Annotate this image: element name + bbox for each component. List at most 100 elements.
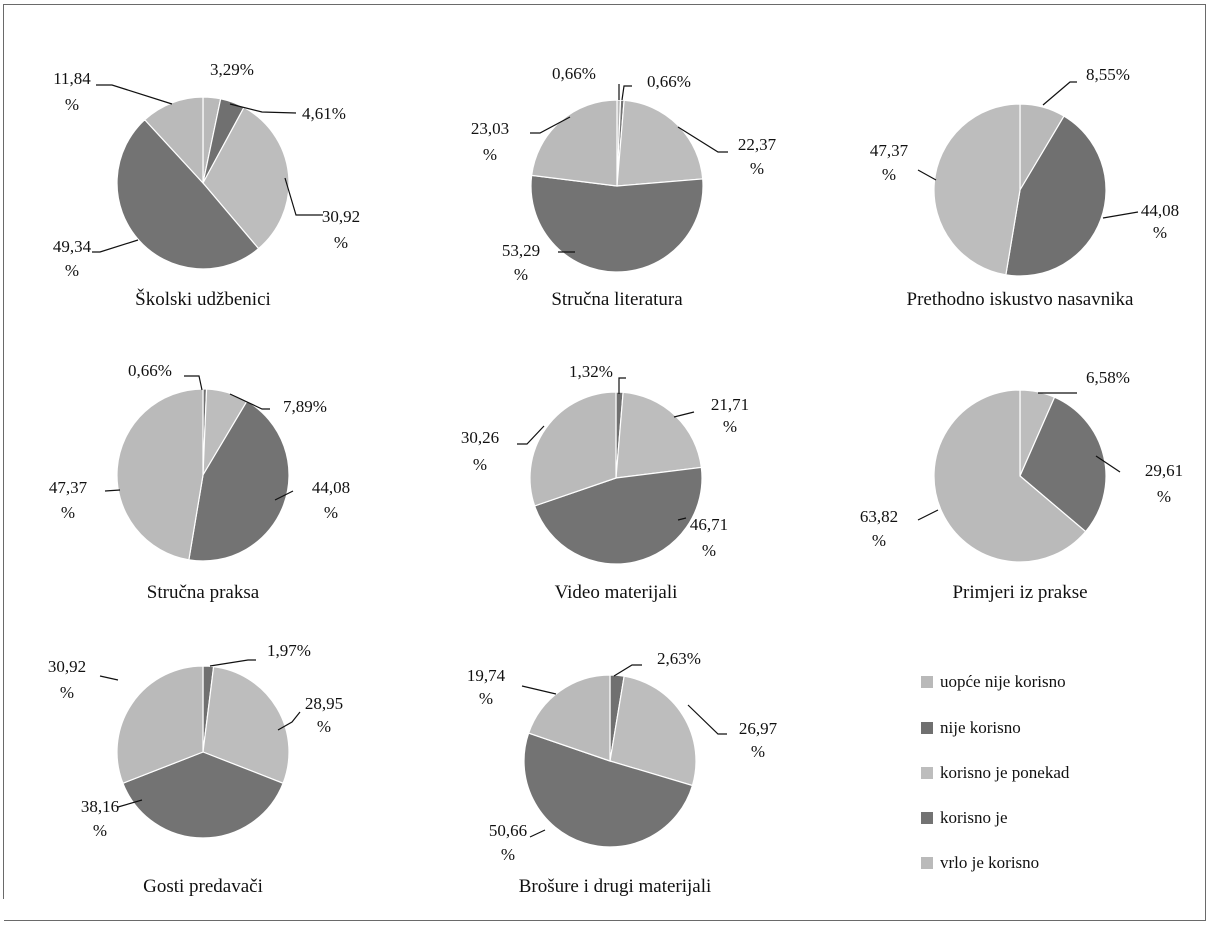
data-label-unit: % xyxy=(702,541,716,560)
data-label: 19,74 xyxy=(467,666,506,685)
legend-swatch xyxy=(921,812,933,824)
data-label: 49,34 xyxy=(53,237,92,256)
chart-title: Školski udžbenici xyxy=(135,288,271,310)
chart-title: Gosti predavači xyxy=(143,876,263,897)
data-label: 26,97 xyxy=(739,719,778,738)
chart-title: Brošure i drugi materijali xyxy=(519,876,712,897)
data-label-unit: % xyxy=(473,455,487,474)
data-label-unit: % xyxy=(723,417,737,436)
legend-swatch xyxy=(921,767,933,779)
data-label: 6,58% xyxy=(1086,368,1130,387)
legend-swatch xyxy=(921,857,933,869)
leader-line xyxy=(1043,82,1077,105)
pie-slice-vrlo-je-korisno xyxy=(117,389,203,560)
pie-slice-korisno-je xyxy=(531,175,703,272)
pie-skolski-udzbenici: 3,29% 4,61% 30,92% 49,34% 11,84% Školski udžb… xyxy=(53,60,360,310)
data-label-unit: % xyxy=(60,683,74,702)
chart-title: Stručna praksa xyxy=(147,582,260,603)
data-label: 1,97% xyxy=(267,641,311,660)
legend-label: nije korisno xyxy=(940,718,1021,737)
data-label-unit: % xyxy=(479,689,493,708)
data-label: 2,63% xyxy=(657,649,701,668)
pie-slice-korisno-je-ponekad xyxy=(934,104,1020,275)
data-label: 21,71 xyxy=(711,395,749,414)
data-label: 30,92 xyxy=(322,207,360,226)
data-label-unit: % xyxy=(501,845,515,864)
data-label-unit: % xyxy=(317,717,331,736)
data-label: 30,92 xyxy=(48,657,86,676)
data-label: 44,08 xyxy=(1141,201,1179,220)
pie-gosti-predavaci: 1,97% 28,95% 38,16% 30,92% Gosti predavači xyxy=(48,641,343,897)
data-label: 63,82 xyxy=(860,507,898,526)
data-label-unit: % xyxy=(514,265,528,284)
chart-title: Prethodno iskustvo nasavnika xyxy=(907,289,1134,310)
chart-title: Video materijali xyxy=(555,582,678,603)
data-label: 8,55% xyxy=(1086,65,1130,84)
leader-line xyxy=(688,705,727,734)
data-label: 0,66% xyxy=(128,361,172,380)
pie-brosure-i-drugi-materijali: 2,63%26,97%50,66%19,74%Brošure i drugi m… xyxy=(467,649,778,897)
legend-label: vrlo je korisno xyxy=(940,853,1039,872)
data-label-unit: % xyxy=(483,145,497,164)
data-label: 22,37 xyxy=(738,135,777,154)
data-label: 47,37 xyxy=(49,478,88,497)
leader-line xyxy=(285,178,323,215)
leader-line xyxy=(622,86,632,100)
leader-line xyxy=(674,412,694,417)
data-label: 46,71 xyxy=(690,515,728,534)
data-label: 0,66% xyxy=(647,72,691,91)
leader-line xyxy=(918,170,936,180)
data-label-unit: % xyxy=(324,503,338,522)
legend-swatch xyxy=(921,722,933,734)
pie-slice-korisno-je-ponekad xyxy=(617,100,703,186)
leader-line xyxy=(918,510,938,520)
chart-title: Primjeri iz prakse xyxy=(952,582,1087,603)
data-label-unit: % xyxy=(65,95,79,114)
data-label: 30,26 xyxy=(461,428,499,447)
data-label: 1,32% xyxy=(569,362,613,381)
data-label: 4,61% xyxy=(302,104,346,123)
data-label: 44,08 xyxy=(312,478,350,497)
data-label-unit: % xyxy=(750,159,764,178)
data-label: 0,66% xyxy=(552,64,596,83)
pie-slice-korisno-je-ponekad xyxy=(616,392,701,478)
pie-strucna-praksa: 0,66% 7,89% 44,08% 47,37% Stručna praksa xyxy=(49,361,350,603)
data-label: 23,03 xyxy=(471,119,509,138)
pie-strucna-literatura: 0,66% 0,66% 22,37% 53,29% 23,03% Stručna lite… xyxy=(471,64,777,310)
data-label: 38,16 xyxy=(81,797,119,816)
data-label-unit: % xyxy=(872,531,886,550)
leader-line xyxy=(1103,212,1138,218)
leader-line xyxy=(614,665,642,676)
leader-line xyxy=(100,676,118,680)
pie-primjeri-iz-prakse: 6,58% 29,61% 63,82% Primjeri iz prakse xyxy=(860,368,1183,603)
leader-line xyxy=(92,240,138,252)
pie-video-materijali: 1,32% 21,71% 46,71% 30,26% Video materijali xyxy=(461,362,749,603)
data-label: 28,95 xyxy=(305,694,343,713)
data-label-unit: % xyxy=(334,233,348,252)
data-label: 3,29% xyxy=(210,60,254,79)
legend-label: korisno je xyxy=(940,808,1008,827)
data-label-unit: % xyxy=(751,742,765,761)
leader-line xyxy=(184,376,202,390)
data-label-unit: % xyxy=(61,503,75,522)
leader-line xyxy=(522,686,556,694)
data-label-unit: % xyxy=(65,261,79,280)
legend: uopće nije korisno nije korisno korisno je… xyxy=(921,672,1070,872)
data-label: 53,29 xyxy=(502,241,540,260)
leader-line xyxy=(530,830,545,837)
data-label-unit: % xyxy=(1153,223,1167,242)
data-label: 7,89% xyxy=(283,397,327,416)
legend-swatch xyxy=(921,676,933,688)
data-label: 29,61 xyxy=(1145,461,1183,480)
legend-label: korisno je ponekad xyxy=(940,763,1070,782)
legend-label: uopće nije korisno xyxy=(940,672,1066,691)
data-label: 11,84 xyxy=(53,69,91,88)
data-label-unit: % xyxy=(882,165,896,184)
chart-title: Stručna literatura xyxy=(551,289,683,310)
pie-prethodno-iskustvo-nasavnika: 8,55% 44,08% 47,37% Prethodno iskustvo nasa… xyxy=(870,65,1179,310)
leader-line xyxy=(96,85,172,104)
leader-line xyxy=(210,660,256,666)
data-label-unit: % xyxy=(1157,487,1171,506)
data-label-unit: % xyxy=(93,821,107,840)
